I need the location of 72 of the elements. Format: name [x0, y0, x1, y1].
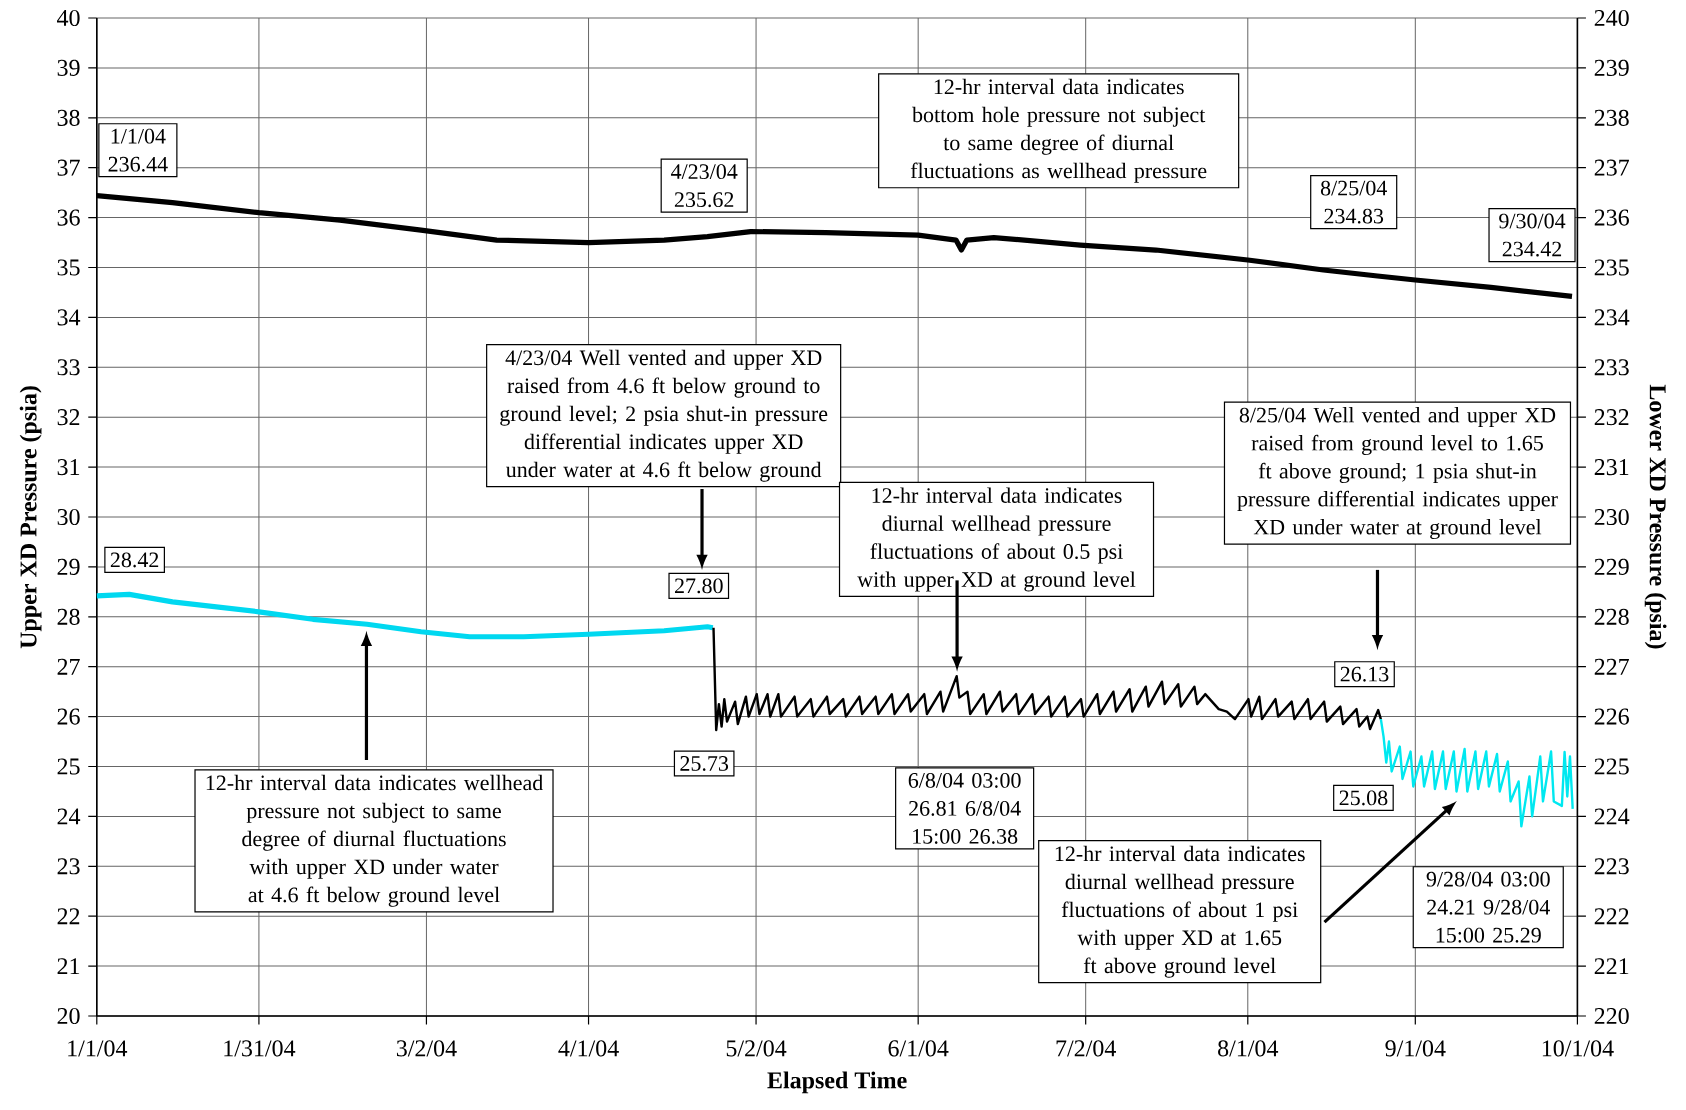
annotation: 28.42: [110, 552, 159, 568]
y-tick-label: 35: [57, 259, 80, 276]
x-tick-label: 1/31/04: [224, 1040, 296, 1057]
y-tick-label: 30: [57, 508, 80, 526]
y-tick-label: 34: [57, 309, 81, 326]
y-tick-label: 28: [57, 608, 80, 625]
annotation: 25.73: [680, 756, 729, 771]
y2-tick-label: 226: [1594, 708, 1629, 725]
y-tick-label: 40: [57, 9, 80, 27]
y-tick-label: 20: [57, 1007, 80, 1025]
y-tick-label: 29: [57, 558, 80, 575]
x-tick-label: 9/1/04: [1385, 1040, 1446, 1057]
y2-tick-label: 228: [1594, 608, 1629, 625]
annotation: 4/23/04 235.62: [671, 164, 738, 208]
annotation: 12-hr interval data indicates bottom hole pressure not subject to same degree of diurnal fluctuations as wellhead pressure: [910, 78, 1207, 183]
y2-tick-label: 223: [1594, 858, 1629, 875]
annotation: 9/28/04 03:00 24.21 9/28/04 15:00 25.29: [1426, 871, 1550, 943]
y-tick-label: 24: [57, 808, 81, 825]
x-tick-label: 1/1/04: [68, 1040, 128, 1057]
annotation: 1/1/04 236.44: [108, 128, 168, 172]
y-tick-label: 37: [57, 159, 80, 176]
annotation: 8/25/04 Well vented and upper XD raised from ground level to 1.65 ft above ground; 1 psia shut-in pressure differential indicates upper XD under water at ground level: [1237, 407, 1558, 540]
annotation: 12-hr interval data indicates diurnal wellhead pressure fluctuations of about 0.5 psi with upper XD at ground level: [857, 487, 1136, 592]
annotation: 6/8/04 03:00 26.81 6/8/04 15:00 26.38: [908, 772, 1021, 844]
x-tick-label: 10/1/04: [1542, 1040, 1614, 1057]
y-tick-label: 36: [57, 209, 80, 226]
y-axis-title: Upper XD Pressure (psia): [19, 386, 42, 649]
x-axis-title: Elapsed Time: [767, 1071, 907, 1094]
x-tick-label: 7/2/04: [1056, 1040, 1116, 1057]
x-tick-label: 5/2/04: [726, 1040, 787, 1057]
annotation: 4/23/04 Well vented and upper XD raised from 4.6 ft below ground to ground level; 2 psia shut-in pressure differential indicates upper XD under water at 4.6 ft below ground: [500, 349, 828, 482]
y2-tick-label: 234: [1594, 309, 1630, 326]
y-tick-label: 22: [57, 908, 80, 925]
y-tick-label: 39: [57, 59, 80, 76]
y2-tick-label: 230: [1594, 508, 1629, 526]
y-tick-label: 25: [57, 758, 80, 775]
y2-axis-title: Lower XD Pressure (psia): [1644, 384, 1667, 649]
x-tick-label: 6/1/04: [888, 1040, 949, 1057]
y2-tick-label: 233: [1594, 359, 1629, 376]
y2-tick-label: 227: [1594, 658, 1629, 675]
y-tick-label: 32: [57, 409, 80, 426]
annotation: 27.80: [675, 578, 723, 594]
y2-tick-label: 220: [1594, 1007, 1629, 1025]
y2-tick-label: 221: [1594, 958, 1629, 975]
y2-tick-label: 236: [1594, 209, 1629, 226]
annotation: 26.13: [1340, 666, 1389, 682]
annotation: 8/25/04 234.83: [1320, 180, 1387, 224]
x-tick-label: 8/1/04: [1218, 1040, 1279, 1057]
y-tick-label: 33: [57, 359, 80, 376]
y2-tick-label: 237: [1594, 159, 1629, 176]
annotation: 12-hr interval data indicates diurnal wellhead pressure fluctuations of about 1 psi with upper XD at 1.65 ft above ground level: [1055, 845, 1305, 978]
y-tick-label: 38: [57, 109, 80, 126]
y2-tick-label: 232: [1594, 409, 1629, 426]
y2-tick-label: 239: [1594, 59, 1629, 76]
y-tick-label: 31: [57, 459, 80, 476]
y2-tick-label: 229: [1594, 558, 1629, 575]
y2-tick-label: 222: [1594, 908, 1629, 925]
y2-tick-label: 238: [1594, 109, 1629, 126]
annotation: 9/30/04 234.42: [1499, 213, 1566, 257]
y2-tick-label: 240: [1594, 9, 1629, 27]
y-tick-label: 23: [57, 858, 80, 875]
y2-tick-label: 225: [1594, 758, 1629, 775]
y2-tick-label: 235: [1594, 259, 1629, 276]
y-tick-label: 21: [57, 958, 80, 975]
x-tick-label: 3/2/04: [396, 1040, 457, 1057]
annotation: 25.08: [1339, 790, 1388, 806]
annotation: 12-hr interval data indicates wellhead pressure not subject to same degree of diurnal fluctuations with upper XD under water at 4.6 ft below ground level: [206, 774, 543, 907]
y2-tick-label: 224: [1594, 808, 1630, 825]
y-tick-label: 26: [57, 708, 80, 725]
y-tick-label: 27: [57, 658, 80, 675]
x-tick-label: 4/1/04: [558, 1040, 619, 1057]
y2-tick-label: 231: [1594, 459, 1629, 476]
